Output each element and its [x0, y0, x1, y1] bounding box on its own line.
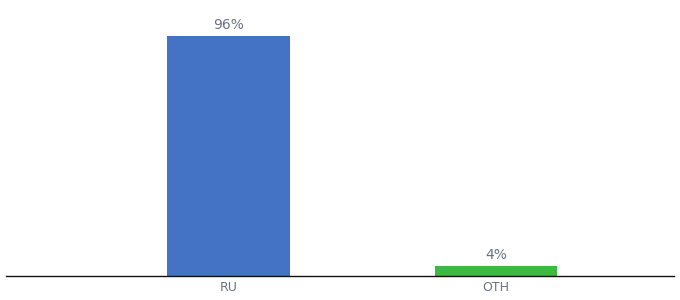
Bar — [167, 36, 290, 276]
Bar — [435, 266, 558, 276]
Text: 96%: 96% — [213, 18, 244, 32]
Text: 4%: 4% — [485, 248, 507, 262]
